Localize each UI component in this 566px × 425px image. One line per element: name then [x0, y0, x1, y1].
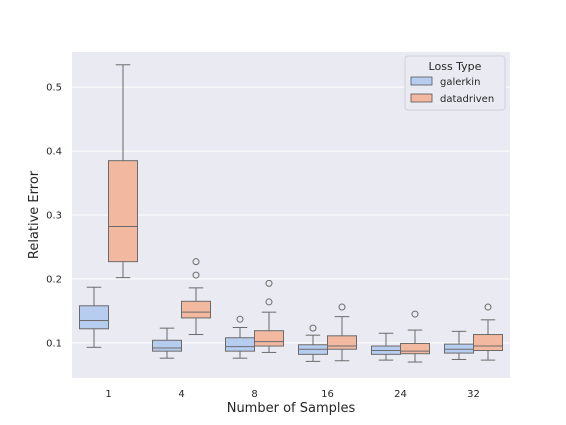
y-tick-label: 0.2 — [46, 274, 62, 285]
grid-lines — [72, 86, 510, 344]
box-iqr — [400, 342, 430, 355]
y-tick-label: 0.4 — [46, 147, 62, 158]
legend-label-datadriven: datadriven — [440, 94, 494, 105]
box-iqr — [108, 160, 138, 263]
box-iqr — [473, 334, 503, 352]
y-tick-label: 0.5 — [46, 83, 62, 94]
y-axis-ticks: 0.1 0.2 0.3 0.4 0.5 — [46, 83, 62, 350]
box-iqr — [327, 335, 357, 350]
box-datadriven-8 — [254, 279, 284, 353]
box-iqr — [181, 300, 211, 319]
outlier-point — [192, 271, 200, 279]
outlier-point — [484, 303, 492, 311]
box-iqr — [152, 339, 182, 352]
box-iqr — [444, 343, 474, 354]
box-galerkin-4 — [152, 327, 182, 359]
x-tick-label: 8 — [251, 389, 257, 400]
box-iqr — [225, 337, 255, 352]
x-tick-label: 1 — [105, 389, 111, 400]
x-axis-ticks: 1 4 8 16 24 32 — [105, 389, 480, 400]
box-iqr — [254, 330, 284, 347]
box-groups — [79, 64, 503, 363]
legend: Loss Type galerkin datadriven — [404, 55, 506, 111]
box-iqr — [79, 305, 109, 330]
outlier-point — [309, 324, 317, 332]
legend-label-galerkin: galerkin — [440, 77, 480, 88]
legend-swatch-galerkin — [410, 76, 433, 86]
y-tick-label: 0.1 — [46, 338, 62, 349]
outlier-point — [411, 310, 419, 318]
x-tick-label: 32 — [467, 389, 480, 400]
outlier-point — [265, 279, 273, 287]
legend-title: Loss Type — [429, 60, 482, 73]
y-axis-title: Relative Error — [27, 170, 42, 259]
outlier-point — [265, 298, 273, 306]
outlier-point — [338, 303, 346, 311]
box-datadriven-4 — [181, 258, 211, 336]
x-axis-title: Number of Samples — [227, 401, 356, 416]
outlier-point — [192, 258, 200, 266]
box-galerkin-1 — [79, 286, 109, 348]
x-tick-label: 4 — [178, 389, 184, 400]
box-datadriven-16 — [327, 303, 357, 362]
box-datadriven-1 — [108, 64, 138, 279]
legend-swatch-datadriven — [410, 93, 433, 103]
box-datadriven-32 — [473, 303, 503, 361]
outlier-point — [236, 315, 244, 323]
box-galerkin-32 — [444, 330, 474, 360]
x-tick-label: 24 — [394, 389, 407, 400]
box-datadriven-24 — [400, 310, 430, 363]
x-tick-label: 16 — [321, 389, 334, 400]
y-tick-label: 0.3 — [46, 211, 62, 222]
